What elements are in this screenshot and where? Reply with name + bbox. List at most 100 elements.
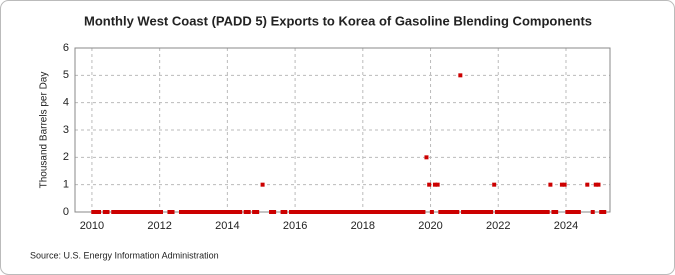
point — [198, 210, 203, 214]
point — [272, 210, 277, 214]
point — [494, 210, 499, 214]
point — [367, 210, 372, 214]
point — [590, 210, 595, 214]
point — [455, 210, 460, 214]
point — [187, 210, 192, 214]
point — [133, 210, 138, 214]
point — [336, 210, 341, 214]
point — [128, 210, 133, 214]
point — [212, 210, 217, 214]
point — [410, 210, 415, 214]
point — [350, 210, 355, 214]
point — [401, 210, 406, 214]
point — [260, 182, 265, 187]
point — [215, 210, 220, 214]
point — [461, 210, 466, 214]
point — [302, 210, 307, 214]
point — [153, 210, 158, 214]
point — [139, 210, 144, 214]
point — [548, 182, 553, 187]
point — [190, 210, 195, 214]
point — [145, 210, 150, 214]
point — [562, 182, 567, 187]
point — [142, 210, 147, 214]
point — [568, 210, 573, 214]
point — [407, 210, 412, 214]
point — [328, 210, 333, 214]
point — [342, 210, 347, 214]
point — [325, 210, 330, 214]
point — [178, 210, 183, 214]
point — [255, 210, 260, 214]
point — [387, 210, 392, 214]
point — [311, 210, 316, 214]
point — [523, 210, 528, 214]
point — [565, 210, 570, 214]
point — [246, 210, 251, 214]
point — [379, 210, 384, 214]
point — [384, 210, 389, 214]
x-tick-label: 2016 — [283, 220, 307, 232]
point — [116, 210, 121, 214]
point — [207, 210, 212, 214]
point — [396, 210, 401, 214]
y-tick-label: 0 — [63, 206, 69, 218]
point — [509, 210, 514, 214]
point — [449, 210, 454, 214]
source-note: Source: U.S. Energy Information Administ… — [30, 250, 219, 260]
point — [373, 210, 378, 214]
point — [571, 210, 576, 214]
point — [500, 210, 505, 214]
point — [209, 210, 214, 214]
point — [421, 210, 426, 214]
point — [492, 182, 497, 187]
point — [130, 210, 135, 214]
x-tick-label: 2018 — [351, 220, 375, 232]
point — [184, 210, 189, 214]
y-tick-label: 1 — [63, 179, 69, 191]
point — [542, 210, 547, 214]
point — [201, 210, 206, 214]
point — [269, 210, 274, 214]
point — [221, 210, 226, 214]
point — [339, 210, 344, 214]
point — [517, 210, 522, 214]
point — [294, 210, 299, 214]
point — [418, 210, 423, 214]
point — [506, 210, 511, 214]
y-tick-label: 2 — [63, 151, 69, 163]
point — [446, 210, 451, 214]
point — [593, 182, 598, 187]
point — [545, 210, 550, 214]
point — [412, 210, 417, 214]
point — [111, 210, 116, 214]
x-tick-label: 2010 — [80, 220, 104, 232]
point — [192, 210, 197, 214]
x-tick-label: 2014 — [215, 220, 239, 232]
point — [596, 182, 601, 187]
point — [382, 210, 387, 214]
point — [252, 210, 257, 214]
point — [195, 210, 200, 214]
point — [393, 210, 398, 214]
point — [150, 210, 155, 214]
point — [480, 210, 485, 214]
point — [283, 210, 288, 214]
x-tick-label: 2022 — [486, 220, 510, 232]
point — [159, 210, 164, 214]
point — [181, 210, 186, 214]
point — [497, 210, 502, 214]
point — [511, 210, 516, 214]
point — [458, 73, 463, 78]
point — [441, 210, 446, 214]
point — [125, 210, 130, 214]
point — [599, 210, 604, 214]
point — [427, 182, 432, 187]
x-tick-label: 2012 — [147, 220, 171, 232]
point — [514, 210, 519, 214]
point — [305, 210, 310, 214]
point — [156, 210, 161, 214]
point — [243, 210, 248, 214]
point — [489, 210, 494, 214]
